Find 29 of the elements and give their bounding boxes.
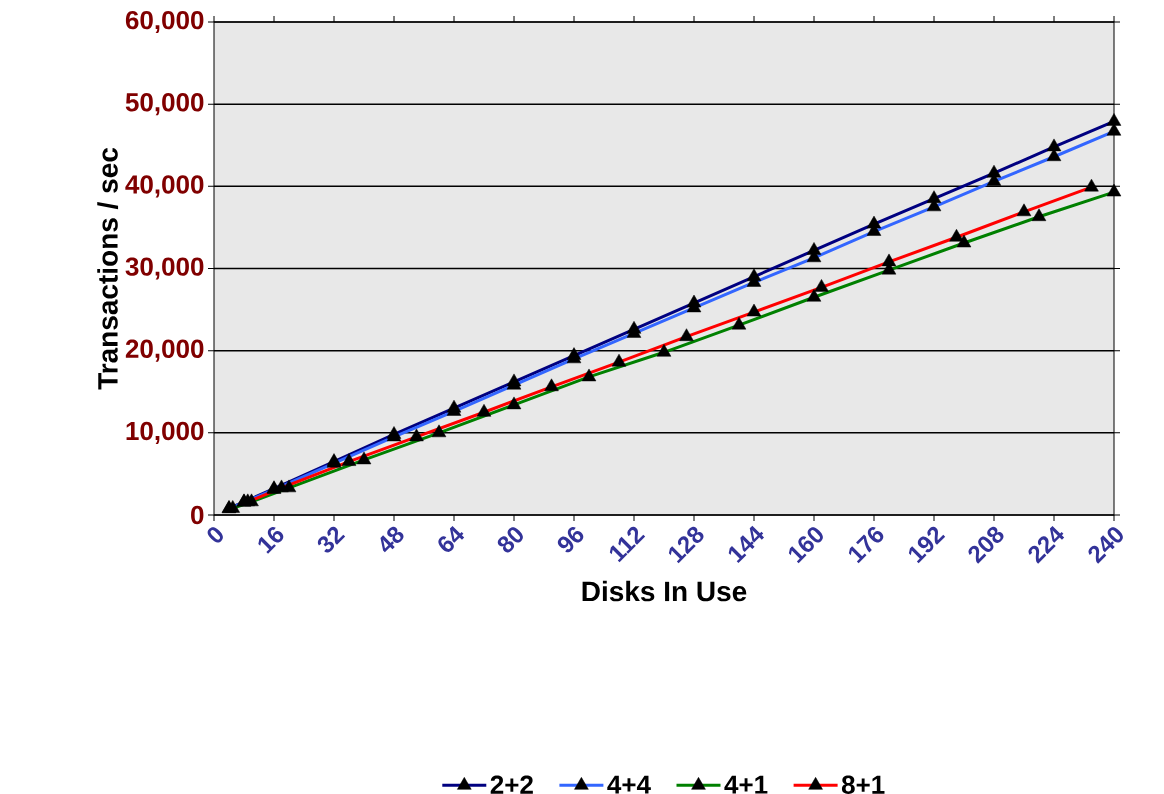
legend-label: 4+4 [607, 775, 651, 794]
legend-label: 2+2 [490, 775, 533, 794]
x-tick-label: 128 [668, 526, 704, 564]
x-tick-label: 224 [1028, 525, 1065, 564]
x-axis-title: Disks In Use [582, 580, 747, 602]
x-tick-label: 32 [317, 526, 346, 553]
x-tick-label: 144 [728, 525, 765, 564]
y-tick-label: 20,000 [125, 339, 204, 362]
x-tick-label: 208 [968, 526, 1004, 564]
y-axis-title: Transactions / sec [97, 147, 119, 390]
x-tick-label: 96 [557, 526, 584, 553]
legend-label: 8+1 [841, 775, 885, 794]
x-tick-label: 192 [908, 526, 946, 564]
legend-label: 4+1 [724, 775, 768, 794]
x-tick-label: 16 [258, 526, 284, 554]
x-tick-label: 176 [848, 526, 884, 564]
y-tick-label: 10,000 [126, 421, 204, 444]
y-tick-label: 60,000 [125, 10, 204, 34]
y-tick-label: 30,000 [125, 257, 204, 280]
x-tick-label: 0 [207, 527, 223, 543]
x-tick-label: 64 [438, 525, 465, 552]
x-tick-label: 160 [788, 527, 823, 564]
y-tick-label: 0 [191, 505, 204, 525]
x-tick-label: 240 [1088, 527, 1123, 564]
x-tick-label: 48 [380, 526, 404, 553]
y-tick-label: 40,000 [125, 175, 204, 198]
x-tick-label: 80 [497, 527, 523, 553]
x-tick-label: 112 [609, 526, 646, 563]
y-tick-label: 50,000 [125, 93, 204, 116]
